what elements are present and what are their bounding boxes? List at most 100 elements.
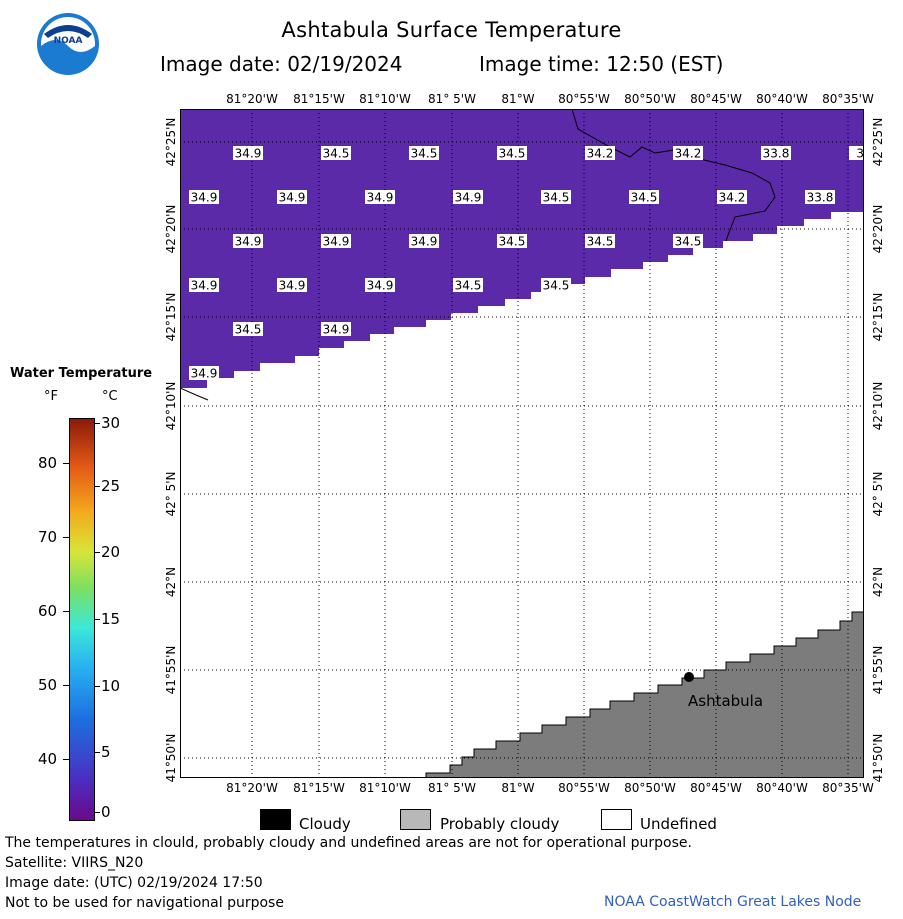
latitude-label: 42°20'N	[164, 204, 178, 254]
celsius-tick	[94, 812, 100, 813]
longitude-label: 80°50'W	[624, 92, 676, 106]
temperature-value: 34.9	[191, 367, 218, 381]
undefined-label: Undefined	[640, 815, 717, 833]
temperature-label: 34.5	[585, 234, 615, 249]
temperature-value: 34.9	[323, 323, 350, 337]
temperature-value: 34.5	[543, 191, 570, 205]
utc-date-text: Image date: (UTC) 02/19/2024 17:50	[5, 875, 263, 891]
longitude-label: 81°10'W	[359, 92, 411, 106]
longitude-label: 80°40'W	[756, 781, 808, 795]
cloudy-swatch	[260, 809, 291, 830]
temperature-map: Ashtabula 34.9 34.5 34.5 34.5 34.2 34.2 33.8 3 3…	[180, 109, 864, 778]
temperature-value: 34.2	[675, 147, 702, 161]
celsius-tick-label: 10	[101, 677, 121, 695]
latitude-label: 42°20'N	[871, 204, 885, 254]
shoreline	[571, 109, 776, 242]
unit-fahrenheit: °F	[44, 389, 58, 404]
temperature-label: 34.9	[233, 234, 263, 249]
temperature-value: 34.9	[279, 279, 306, 293]
temperature-label: 34.5	[541, 190, 571, 205]
longitude-label: 80°55'W	[558, 92, 610, 106]
disclaimer-text: The temperatures in clould, probably clo…	[5, 835, 692, 851]
temperature-value: 33.8	[763, 147, 790, 161]
longitude-label: 80°35'W	[822, 781, 874, 795]
latitude-label: 42°25'N	[164, 117, 178, 167]
fahrenheit-tick-label: 70	[38, 528, 58, 546]
temperature-label: 34.2	[673, 146, 703, 161]
noaa-logo-text: NOAA	[54, 36, 83, 46]
latitude-label: 41°50'N	[871, 733, 885, 783]
shoreline	[180, 387, 209, 401]
celsius-tick-label: 5	[101, 743, 111, 761]
fahrenheit-tick	[63, 611, 69, 612]
longitude-label: 81° 5'W	[428, 92, 476, 106]
satellite-text: Satellite: VIIRS_N20	[5, 855, 144, 871]
lake-water-area	[180, 109, 864, 388]
latitude-label: 42°10'N	[871, 381, 885, 431]
temperature-value: 34.5	[499, 147, 526, 161]
latitude-label: 41°55'N	[164, 645, 178, 695]
legend-title: Water Temperature	[10, 366, 153, 381]
temperature-value: 34.5	[675, 235, 702, 249]
temperature-label: 34.2	[585, 146, 615, 161]
ashtabula-marker	[684, 672, 694, 682]
temperature-label: 34.9	[321, 234, 351, 249]
celsius-tick	[94, 552, 100, 553]
temperature-label: 34.5	[673, 234, 703, 249]
temperature-value: 34.5	[323, 147, 350, 161]
temperature-value: 34.5	[543, 279, 570, 293]
latitude-label: 42° 5'N	[164, 471, 178, 517]
undefined-swatch	[601, 809, 632, 830]
temperature-label: 34.5	[629, 190, 659, 205]
latitude-label: 42°25'N	[871, 117, 885, 167]
temperature-label: 34.5	[233, 322, 263, 337]
temperature-label: 33.8	[761, 146, 791, 161]
temperature-value: 34.9	[323, 235, 350, 249]
fahrenheit-tick	[63, 759, 69, 760]
longitude-label: 81° 5'W	[428, 781, 476, 795]
temperature-label: 34.5	[497, 234, 527, 249]
latitude-label: 41°55'N	[871, 645, 885, 695]
temperature-label: 34.9	[453, 190, 483, 205]
navigation-warning: Not to be used for navigational purpose	[5, 895, 284, 911]
temperature-label: 34.9	[233, 146, 263, 161]
unit-celsius: °C	[102, 389, 118, 404]
celsius-tick-label: 30	[101, 414, 121, 432]
fahrenheit-tick	[63, 685, 69, 686]
fahrenheit-tick-label: 80	[38, 454, 58, 472]
temperature-label: 34.9	[277, 190, 307, 205]
temperature-value: 34.5	[411, 147, 438, 161]
latitude-label: 42°15'N	[164, 292, 178, 342]
longitude-label: 81°10'W	[359, 781, 411, 795]
longitude-label: 80°35'W	[822, 92, 874, 106]
fahrenheit-tick	[63, 463, 69, 464]
credit-text: NOAA CoastWatch Great Lakes Node	[604, 894, 862, 910]
temperature-value: 34.9	[279, 191, 306, 205]
land-area	[425, 611, 864, 778]
longitude-label: 81°15'W	[293, 92, 345, 106]
celsius-tick-label: 25	[101, 477, 121, 495]
fahrenheit-tick	[63, 537, 69, 538]
latitude-label: 42°N	[871, 566, 885, 598]
fahrenheit-tick-label: 40	[38, 750, 58, 768]
map-title: Ashtabula Surface Temperature	[281, 18, 622, 42]
temperature-value: 34.9	[191, 191, 218, 205]
celsius-tick	[94, 752, 100, 753]
cloudy-label: Cloudy	[299, 815, 351, 833]
temperature-value: 34.9	[367, 191, 394, 205]
noaa-logo-icon: NOAA	[36, 12, 100, 76]
celsius-tick-label: 0	[101, 803, 111, 821]
temperature-value: 34.5	[235, 323, 262, 337]
latitude-label: 42° 5'N	[871, 471, 885, 517]
temperature-label: 34.9	[277, 278, 307, 293]
temperature-label: 33	[849, 146, 864, 161]
temperature-value: 34.5	[587, 235, 614, 249]
longitude-label: 80°50'W	[624, 781, 676, 795]
probably-cloudy-swatch	[400, 809, 431, 830]
temperature-label: 34.5	[409, 146, 439, 161]
temperature-label: 34.5	[497, 146, 527, 161]
longitude-label: 80°45'W	[690, 92, 742, 106]
temperature-value: 34.5	[631, 191, 658, 205]
longitude-label: 81°W	[501, 781, 535, 795]
temperature-value: 34.9	[191, 279, 218, 293]
